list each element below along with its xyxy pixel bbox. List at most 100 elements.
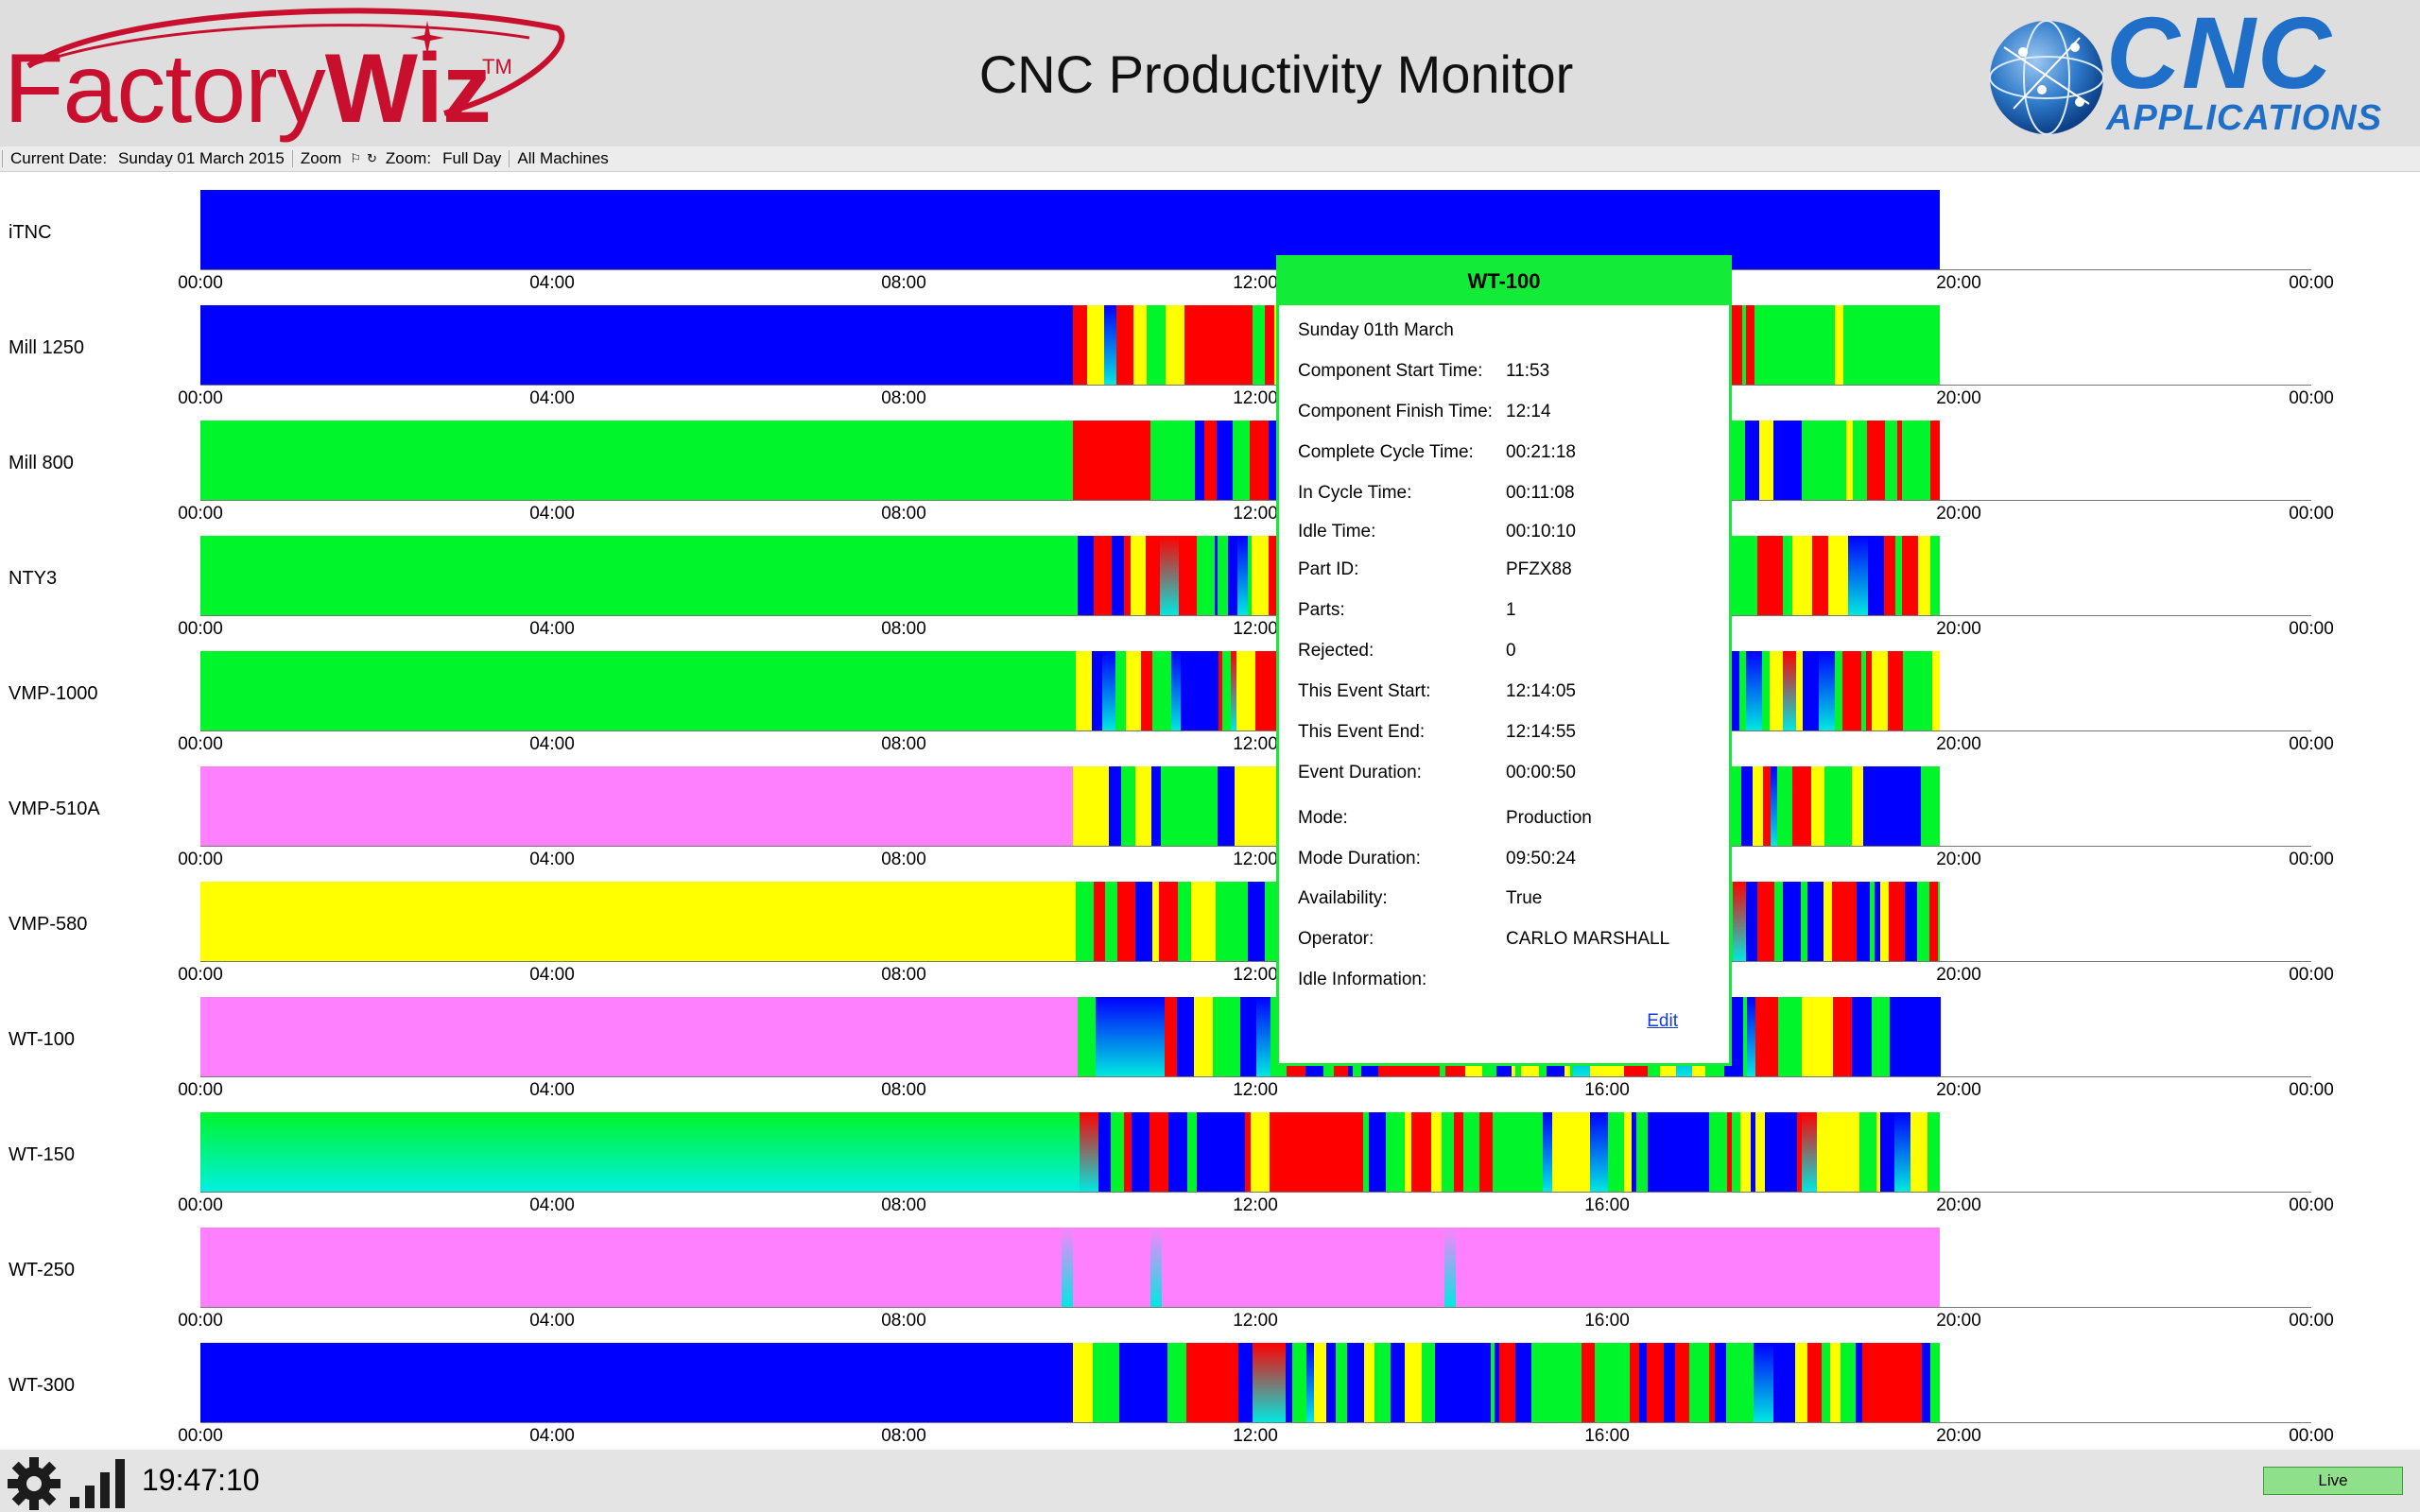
status-segment [1756,536,1768,615]
status-segment [1340,1343,1348,1422]
popup-field-value: 0 [1506,641,1516,661]
status-segment [1754,305,1829,385]
status-segment [1160,766,1180,846]
popup-field-label: Idle Time: [1298,522,1376,541]
axis-tick-label: 08:00 [881,1080,926,1100]
status-segment [1852,421,1868,500]
status-segment [1453,1112,1464,1192]
status-segment [1855,1343,1863,1422]
status-segment [1514,1343,1531,1422]
popup-field-value: 12:14:55 [1506,722,1576,742]
status-segment [1741,305,1746,385]
zoom-level-value[interactable]: Full Day [442,149,502,167]
toolbar-separator [2,150,3,167]
zoom-reset-icon[interactable]: ↻ [366,151,377,165]
axis-tick-label: 04:00 [529,965,575,985]
axis-tick-label: 00:00 [2289,273,2334,293]
status-segment [1674,1343,1690,1422]
status-segment [1742,997,1748,1076]
time-axis [200,269,2311,270]
gear-icon[interactable] [2,1455,62,1510]
axis-tick-label: 12:00 [1233,965,1278,985]
status-segment [1098,1112,1111,1192]
status-segment [1887,651,1904,730]
axis-tick-label: 04:00 [529,1426,575,1446]
machine-row: WT-150 00:00 04:00 08:00 12:00 16:00 20:00 00:0… [0,1097,2420,1215]
live-button[interactable]: Live [2263,1467,2403,1495]
edit-link[interactable]: Edit [1647,1011,1678,1031]
status-segment [1252,305,1266,385]
machine-name[interactable]: VMP-510A [9,799,100,819]
machine-timeline-bar[interactable] [200,1112,1940,1192]
status-segment [1492,1112,1525,1192]
status-segment [1783,1343,1789,1422]
status-segment [1219,882,1236,961]
popup-field-label: Component Finish Time: [1298,402,1493,421]
status-segment [1879,1112,1895,1192]
status-segment [1755,997,1764,1076]
status-segment [1867,536,1884,615]
status-segment [1198,766,1218,846]
status-segment [1490,1343,1495,1422]
status-segment [1921,766,1937,846]
status-segment [1811,766,1825,846]
axis-tick-label: 20:00 [1936,1080,1981,1100]
machine-timeline-bar[interactable] [200,1343,1940,1422]
status-segment [1153,1343,1167,1422]
status-segment [1141,651,1153,730]
status-segment [1780,1112,1797,1192]
status-segment [1262,651,1277,730]
status-segment [1479,1343,1491,1422]
status-segment [1817,1112,1848,1192]
factorywiz-logo: FactoryWiz TM [0,0,577,146]
status-segment [1115,305,1133,385]
current-date-value[interactable]: Sunday 01 March 2015 [118,149,285,167]
status-segment [1782,882,1801,961]
machine-filter[interactable]: All Machines [517,149,609,167]
status-segment [1178,536,1197,615]
zoom-button[interactable]: Zoom [300,149,342,167]
machine-name[interactable]: WT-250 [9,1260,76,1280]
trademark-mark: TM [482,55,512,78]
zoom-flag-icon[interactable]: ⚐ [350,151,361,165]
status-segment [1866,651,1872,730]
axis-tick-label: 00:00 [178,1195,223,1215]
popup-field-label: Parts: [1298,600,1345,620]
status-segment [1185,1343,1239,1422]
status-segment [1213,997,1224,1076]
machine-row: WT-250 00:00 04:00 08:00 12:00 16:00 20:00 00:0… [0,1212,2420,1331]
machine-name[interactable]: iTNC [9,222,52,243]
status-segment [1216,421,1233,500]
machine-name[interactable]: Mill 800 [9,453,74,473]
popup-field-value: PFZX88 [1506,559,1572,579]
status-segment [1177,882,1188,961]
status-segment [1871,997,1891,1076]
status-segment [1852,997,1872,1076]
machine-name[interactable]: WT-100 [9,1029,76,1050]
axis-tick-label: 12:00 [1233,619,1278,639]
popup-field-value: 09:50:24 [1506,849,1576,868]
machine-timeline-bar[interactable] [200,1228,1940,1307]
machine-name[interactable]: WT-150 [9,1144,76,1165]
status-segment [1802,421,1846,500]
status-segment [1936,766,1940,846]
status-segment [1834,305,1843,385]
status-segment [1433,1112,1442,1192]
status-segment [1876,1112,1880,1192]
status-segment [1835,766,1853,846]
status-segment [1589,1112,1609,1192]
axis-tick-label: 00:00 [178,965,223,985]
popup-field-label: This Event End: [1298,722,1426,742]
status-segment [1793,421,1803,500]
status-segment [1238,1343,1253,1422]
machine-name[interactable]: VMP-580 [9,914,88,935]
machine-name[interactable]: WT-300 [9,1375,76,1396]
status-segment [1638,1343,1648,1422]
time-axis [200,1076,2311,1077]
status-segment [1773,421,1794,500]
machine-name[interactable]: VMP-1000 [9,683,98,704]
status-segment [1891,305,1940,385]
status-segment [1250,421,1269,500]
machine-name[interactable]: NTY3 [9,568,58,589]
machine-name[interactable]: Mill 1250 [9,337,85,358]
